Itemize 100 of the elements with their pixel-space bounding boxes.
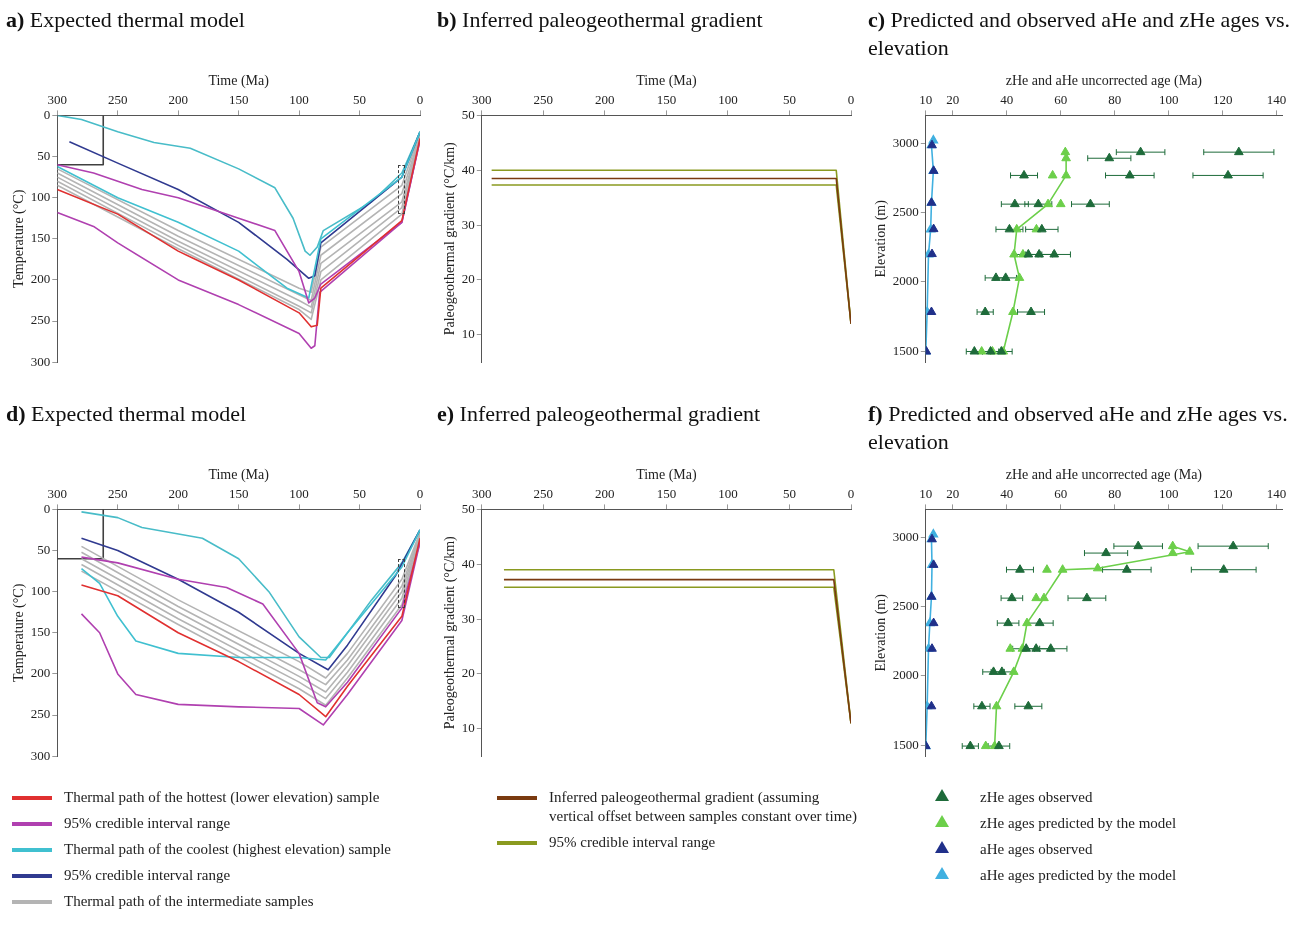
x-tick-label: 80 bbox=[1108, 486, 1122, 502]
x-axis-title: Time (Ma) bbox=[636, 73, 697, 90]
y-tick-label: 0 bbox=[43, 106, 51, 122]
y-tick-label: 100 bbox=[30, 189, 51, 205]
y-axis-title: Elevation (m) bbox=[873, 199, 890, 278]
y-tick-label: 50 bbox=[37, 541, 51, 557]
y-tick-label: 40 bbox=[461, 161, 475, 177]
x-tick-label: 50 bbox=[782, 486, 796, 502]
chart-title: e) Inferred paleogeothermal gradient bbox=[437, 401, 761, 426]
legend-label: Thermal path of the coolest (highest elevation) sample bbox=[64, 840, 391, 859]
x-tick-label: 0 bbox=[416, 92, 424, 108]
y-tick-label: 200 bbox=[30, 271, 51, 287]
y-tick-label: 30 bbox=[461, 610, 475, 626]
y-tick-label: 2500 bbox=[892, 203, 919, 219]
legend-label: zHe ages observed bbox=[980, 788, 1093, 807]
x-tick-label: 60 bbox=[1054, 92, 1068, 108]
x-tick-label: 100 bbox=[718, 486, 738, 502]
legend-label: 95% credible interval range bbox=[549, 833, 716, 852]
y-tick-label: 100 bbox=[30, 583, 51, 599]
x-tick-label: 50 bbox=[353, 486, 367, 502]
x-tick-label: 100 bbox=[1158, 486, 1179, 502]
y-tick-label: 150 bbox=[30, 230, 51, 246]
y-tick-label: 50 bbox=[37, 147, 51, 163]
x-tick-label: 100 bbox=[1158, 92, 1179, 108]
x-tick-label: 250 bbox=[533, 92, 554, 108]
y-axis-title: Temperature (°C) bbox=[11, 189, 28, 288]
x-axis-title: Time (Ma) bbox=[208, 73, 270, 90]
y-tick-label: 2000 bbox=[892, 273, 919, 289]
y-tick-label: 150 bbox=[30, 624, 51, 640]
x-tick-label: 0 bbox=[847, 92, 855, 108]
legend-label: Thermal path of the hottest (lower elevation) sample bbox=[64, 788, 380, 807]
legend-label: 95% credible interval range bbox=[64, 866, 231, 885]
x-tick-label: 200 bbox=[595, 92, 615, 108]
y-tick-label: 300 bbox=[30, 353, 51, 369]
x-tick-label: 40 bbox=[1000, 92, 1014, 108]
legend-label: aHe ages predicted by the model bbox=[980, 866, 1177, 885]
y-tick-label: 200 bbox=[30, 665, 51, 681]
x-tick-label: 0 bbox=[416, 486, 424, 502]
x-tick-label: 250 bbox=[108, 92, 128, 108]
x-axis-title: zHe and aHe uncorrected age (Ma) bbox=[1005, 73, 1203, 90]
y-axis-title: Paleogeothermal gradient (°C/km) bbox=[442, 535, 459, 730]
x-tick-label: 150 bbox=[656, 92, 677, 108]
x-tick-label: 150 bbox=[228, 92, 249, 108]
x-tick-label: 40 bbox=[1000, 486, 1014, 502]
y-tick-label: 10 bbox=[461, 326, 475, 342]
chart-title: f) Predicted and observed aHe and zHe ages vs. elevation bbox=[868, 401, 1288, 454]
x-tick-label: 50 bbox=[353, 92, 367, 108]
x-tick-label: 140 bbox=[1266, 92, 1287, 108]
y-tick-label: 3000 bbox=[892, 134, 919, 150]
chart-title: b) Inferred paleogeothermal gradient bbox=[437, 7, 763, 32]
y-tick-label: 50 bbox=[461, 106, 475, 122]
y-tick-label: 10 bbox=[461, 720, 475, 736]
chart-title: a) Expected thermal model bbox=[6, 7, 245, 32]
x-tick-label: 300 bbox=[472, 92, 492, 108]
y-tick-label: 250 bbox=[30, 312, 51, 328]
legend-label: Thermal path of the intermediate samples bbox=[64, 892, 314, 911]
x-tick-label: 10 bbox=[919, 486, 933, 502]
legend-label: 95% credible interval range bbox=[64, 814, 231, 833]
x-tick-label: 50 bbox=[782, 92, 796, 108]
x-tick-label: 20 bbox=[946, 486, 960, 502]
y-axis-title: Temperature (°C) bbox=[11, 583, 28, 682]
y-tick-label: 250 bbox=[30, 706, 51, 722]
x-tick-label: 10 bbox=[919, 92, 933, 108]
x-tick-label: 100 bbox=[289, 486, 309, 502]
x-axis-title: Time (Ma) bbox=[636, 467, 697, 484]
x-axis-title: Time (Ma) bbox=[208, 467, 270, 484]
x-tick-label: 120 bbox=[1212, 486, 1233, 502]
chart-title: d) Expected thermal model bbox=[6, 401, 247, 426]
x-tick-label: 120 bbox=[1212, 92, 1233, 108]
legend-label: aHe ages observed bbox=[980, 840, 1093, 859]
x-tick-label: 140 bbox=[1266, 486, 1287, 502]
x-tick-label: 150 bbox=[228, 486, 249, 502]
x-tick-label: 20 bbox=[946, 92, 960, 108]
y-tick-label: 20 bbox=[461, 271, 475, 287]
y-tick-label: 40 bbox=[461, 555, 475, 571]
y-axis-title: Paleogeothermal gradient (°C/km) bbox=[442, 141, 459, 336]
x-tick-label: 0 bbox=[847, 486, 855, 502]
y-tick-label: 0 bbox=[43, 500, 51, 516]
x-tick-label: 250 bbox=[533, 486, 554, 502]
y-tick-label: 2500 bbox=[892, 597, 919, 613]
y-tick-label: 20 bbox=[461, 665, 475, 681]
x-tick-label: 250 bbox=[108, 486, 128, 502]
x-tick-label: 300 bbox=[472, 486, 492, 502]
x-tick-label: 100 bbox=[289, 92, 309, 108]
x-tick-label: 200 bbox=[168, 92, 188, 108]
y-tick-label: 50 bbox=[461, 500, 475, 516]
legend-label: Inferred paleogeothermal gradient (assuming vertical offset between samples constant over time) bbox=[549, 788, 858, 826]
y-tick-label: 1500 bbox=[892, 342, 919, 358]
y-tick-label: 300 bbox=[30, 747, 51, 763]
legend-label: zHe ages predicted by the model bbox=[980, 814, 1177, 833]
x-tick-label: 200 bbox=[595, 486, 615, 502]
y-tick-label: 30 bbox=[461, 216, 475, 232]
y-axis-title: Elevation (m) bbox=[873, 593, 890, 672]
x-tick-label: 100 bbox=[718, 92, 738, 108]
x-tick-label: 80 bbox=[1108, 92, 1122, 108]
x-tick-label: 150 bbox=[656, 486, 677, 502]
y-tick-label: 3000 bbox=[892, 528, 919, 544]
y-tick-label: 2000 bbox=[892, 667, 919, 683]
x-tick-label: 200 bbox=[168, 486, 188, 502]
y-tick-label: 1500 bbox=[892, 736, 919, 752]
